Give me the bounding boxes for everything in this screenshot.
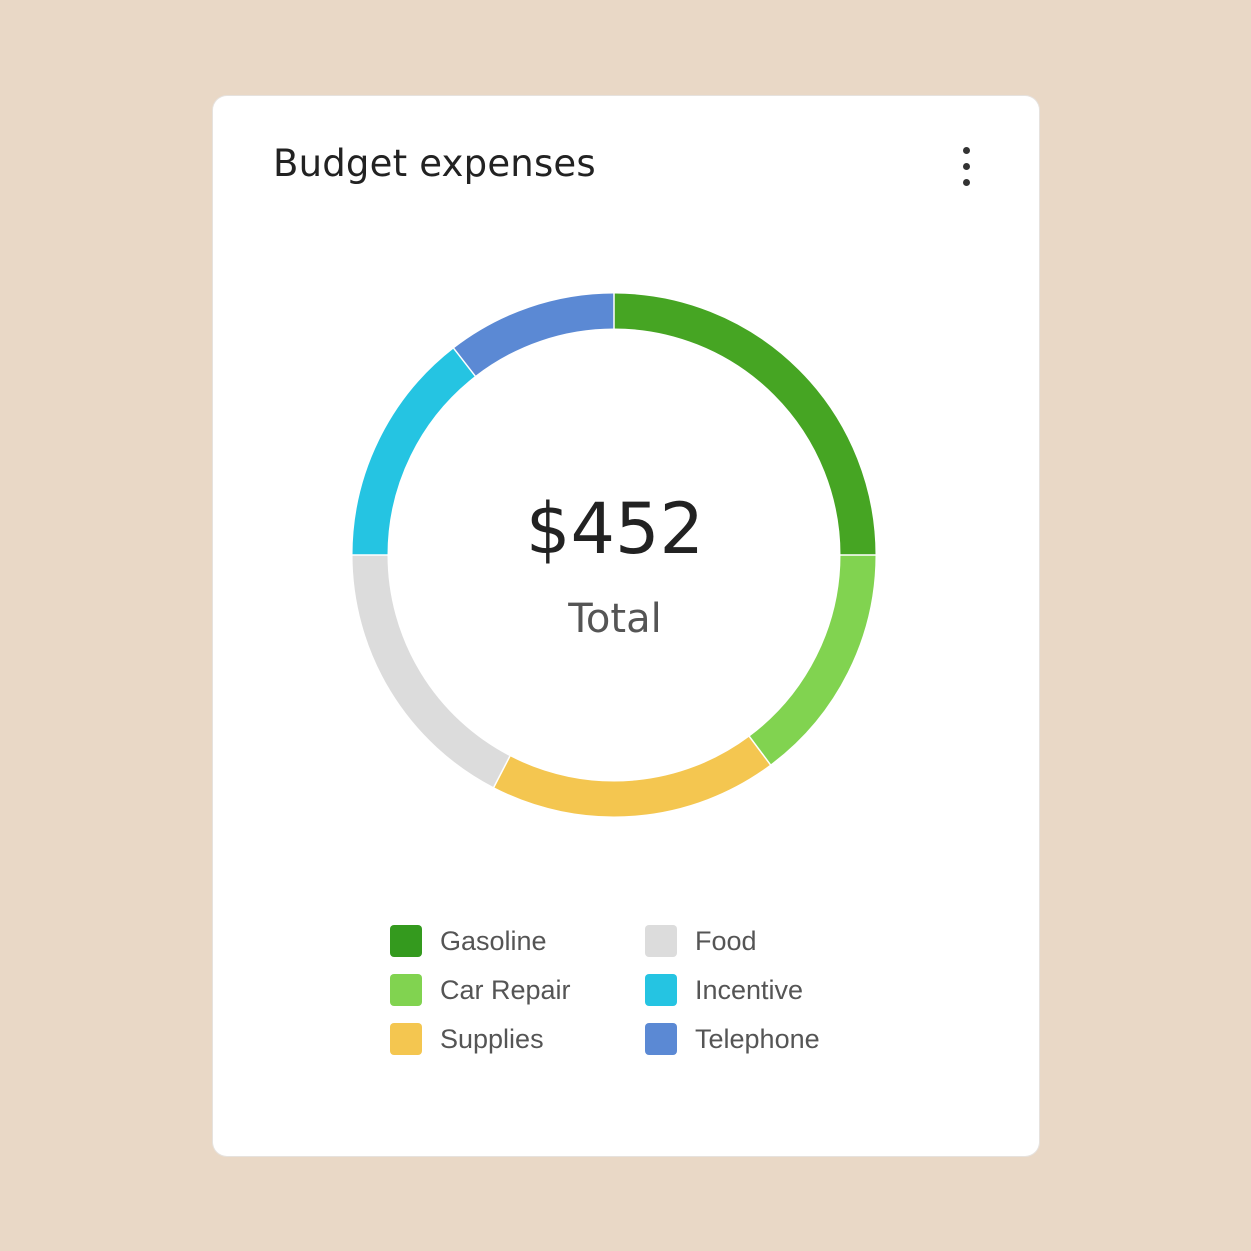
donut-slice-car-repair[interactable] bbox=[749, 554, 876, 765]
chart-legend: Gasoline Car Repair Supplies Food Incentive T… bbox=[390, 924, 870, 1074]
legend-swatch bbox=[390, 925, 422, 957]
legend-label: Gasoline bbox=[440, 926, 547, 956]
menu-dot bbox=[963, 147, 970, 154]
donut-slice-incentive[interactable] bbox=[352, 348, 476, 556]
donut-slice-telephone[interactable] bbox=[453, 293, 615, 377]
legend-swatch bbox=[645, 1023, 677, 1055]
slice-separator bbox=[452, 347, 477, 378]
legend-label: Food bbox=[695, 926, 757, 956]
slice-separator bbox=[492, 754, 512, 789]
legend-item-incentive[interactable]: Incentive bbox=[645, 973, 885, 1007]
legend-label: Incentive bbox=[695, 975, 804, 1005]
donut-slice-food[interactable] bbox=[352, 554, 511, 788]
legend-label: Supplies bbox=[440, 1024, 544, 1054]
legend-item-gasoline[interactable]: Gasoline bbox=[390, 924, 630, 958]
slice-separator bbox=[748, 735, 772, 766]
legend-label: Telephone bbox=[695, 1024, 820, 1054]
menu-dot bbox=[963, 179, 970, 186]
legend-swatch bbox=[645, 925, 677, 957]
legend-item-food[interactable]: Food bbox=[645, 924, 885, 958]
legend-swatch bbox=[390, 1023, 422, 1055]
total-value: $452 bbox=[525, 488, 705, 570]
donut-slice-supplies[interactable] bbox=[493, 736, 771, 817]
total-label: Total bbox=[568, 596, 662, 642]
donut-chart bbox=[351, 292, 877, 817]
legend-item-car-repair[interactable]: Car Repair bbox=[390, 973, 630, 1007]
legend-swatch bbox=[390, 974, 422, 1006]
budget-expenses-card: Budget expenses $452 Total Gasoline Car R… bbox=[213, 96, 1039, 1156]
card-title: Budget expenses bbox=[273, 142, 596, 185]
legend-item-supplies[interactable]: Supplies bbox=[390, 1022, 630, 1056]
more-options-button[interactable] bbox=[949, 138, 985, 194]
legend-label: Car Repair bbox=[440, 975, 571, 1005]
legend-item-telephone[interactable]: Telephone bbox=[645, 1022, 885, 1056]
menu-dot bbox=[963, 163, 970, 170]
legend-swatch bbox=[645, 974, 677, 1006]
donut-slice-gasoline[interactable] bbox=[613, 293, 876, 556]
